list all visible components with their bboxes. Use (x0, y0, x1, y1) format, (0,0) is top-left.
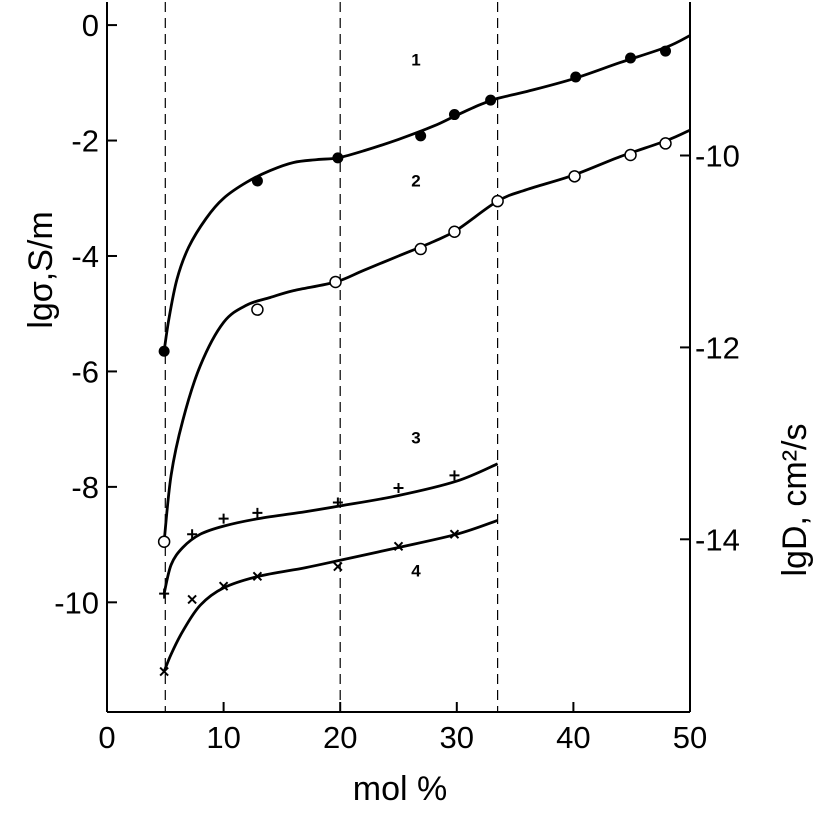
series-1-point (485, 94, 497, 106)
series-3-point (187, 529, 198, 540)
series-4-point (159, 666, 169, 677)
y-right-ticks: -10 -12 -14 (680, 139, 740, 557)
series-3-point (218, 513, 229, 524)
series-4-point (252, 571, 263, 582)
curves (162, 34, 691, 673)
series-2-point (157, 535, 171, 548)
series-3-point (159, 588, 170, 599)
y-left-ticks: 0 -2 -4 -6 -8 -10 (54, 8, 117, 620)
x-ticks: 0 10 20 30 40 50 (98, 702, 707, 755)
series-2-point (491, 194, 504, 208)
series-1-point (415, 130, 427, 142)
series-4-point (187, 594, 197, 605)
y-right-tick-label: -10 (695, 139, 740, 174)
curve-labels: 1 2 3 4 (411, 50, 421, 580)
x-tick-label: 30 (440, 720, 474, 755)
series-1-curve (162, 34, 691, 352)
series-2-point (414, 242, 427, 256)
y-left-tick-label: -10 (54, 585, 99, 620)
y-axis-right-title: lgD, cm²/s (776, 424, 814, 577)
series-4-point (393, 541, 404, 552)
series-1-point (332, 152, 344, 164)
series-1-point (570, 71, 582, 83)
x-tick-label: 40 (556, 720, 590, 755)
y-left-tick-label: -2 (71, 124, 99, 159)
x-tick-label: 20 (323, 720, 357, 755)
x-tick-label: 0 (98, 720, 115, 755)
series-3-point (449, 470, 460, 481)
x-tick-label: 50 (673, 720, 707, 755)
series-3-curve (162, 462, 499, 595)
series-1-point (448, 109, 460, 121)
series-3-point (393, 483, 404, 494)
series-4-curve (162, 519, 499, 673)
x-tick-label: 10 (206, 720, 240, 755)
curve-label: 3 (411, 429, 420, 448)
y-left-tick-label: 0 (82, 8, 99, 43)
series-2-point (251, 303, 264, 316)
axes (106, 2, 691, 713)
series-2-point (329, 275, 342, 289)
series-2-point (568, 170, 581, 183)
curve-label: 1 (411, 50, 420, 69)
y-right-tick-label: -14 (695, 522, 740, 557)
series-1-point (251, 175, 263, 187)
y-axis-left-title: lgσ,S/m (22, 211, 60, 328)
series-2-point (448, 225, 461, 238)
series-4-point (333, 561, 343, 572)
y-right-tick-label: -12 (695, 330, 740, 365)
y-left-tick-label: -6 (71, 354, 99, 389)
series-4-point (449, 529, 460, 539)
y-left-tick-label: -8 (71, 470, 99, 505)
series-1-point (660, 45, 672, 57)
y-left-tick-label: -4 (71, 239, 99, 274)
curve-label: 4 (411, 561, 421, 580)
series-2-point (659, 137, 672, 150)
series-3-point (332, 497, 343, 508)
markers (157, 45, 672, 677)
series-4-point (218, 581, 229, 591)
series-2-curve (162, 128, 691, 542)
series-1-point (158, 345, 170, 357)
x-axis-title: mol % (353, 770, 447, 808)
curve-label: 2 (411, 172, 420, 191)
series-2-point (624, 148, 637, 162)
series-1-point (625, 52, 637, 64)
reference-lines (164, 2, 499, 712)
series-3-point (252, 507, 263, 518)
